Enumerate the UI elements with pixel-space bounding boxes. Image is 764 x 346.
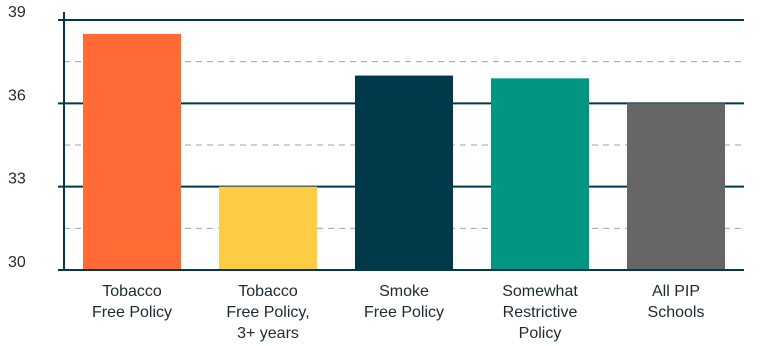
y-tick-label: 33 [8,171,26,188]
axes [58,12,744,271]
bar [219,186,317,270]
x-category-label: Tobacco Free Policy [92,283,172,321]
x-category-labels: Tobacco Free Policy Tobacco Free Policy, 3+ … [92,283,704,342]
bar [83,33,181,271]
y-tick-labels: 30 33 36 39 [8,4,26,271]
y-tick-label: 30 [8,254,26,271]
bars [83,33,725,271]
x-category-label: Somewhat Restrictive Policy [502,283,578,342]
bar [355,75,453,270]
y-tick-label: 36 [8,87,26,104]
x-category-label: Tobacco Free Policy, 3+ years [226,283,309,342]
y-tick-label: 39 [8,4,26,21]
x-category-label: Smoke Free Policy [364,283,444,321]
bar [491,78,589,270]
bar [627,103,725,270]
x-category-label: All PIP Schools [648,283,705,321]
